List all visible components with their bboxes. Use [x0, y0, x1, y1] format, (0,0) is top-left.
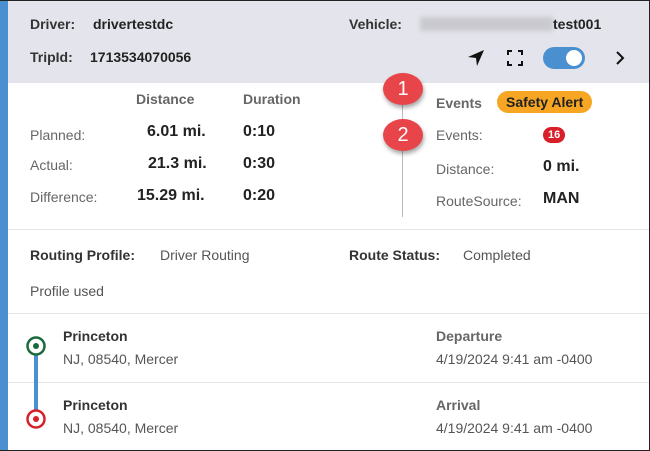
events-count-badge: 16 [543, 127, 566, 143]
origin-marker-icon [26, 336, 46, 356]
profile-used-text: Profile used [30, 283, 104, 299]
driver-label: Driver: [30, 16, 76, 32]
tripid-value: 1713534070056 [90, 49, 192, 65]
navigate-icon[interactable] [466, 48, 486, 68]
divider [8, 313, 649, 314]
route-status-label: Route Status: [349, 247, 440, 263]
planned-duration: 0:10 [243, 123, 276, 140]
callout-2: 2 [383, 119, 423, 151]
distance-header: Distance [136, 91, 195, 107]
chevron-right-icon[interactable] [614, 50, 626, 66]
departure-label: Departure [436, 328, 503, 344]
event-distance-value: 0 mi. [543, 158, 580, 175]
route-status-value: Completed [463, 247, 531, 263]
route-line [34, 352, 38, 414]
origin-address: NJ, 08540, Mercer [63, 351, 179, 367]
divider [8, 229, 649, 230]
event-distance-label: Distance: [436, 161, 495, 177]
destination-city: Princeton [63, 397, 128, 413]
route-source-label: RouteSource: [436, 193, 522, 209]
actual-duration: 0:30 [243, 155, 276, 172]
toggle-switch[interactable] [543, 47, 585, 69]
events-label: Events: [436, 127, 483, 143]
vehicle-label: Vehicle: [349, 16, 402, 32]
routing-profile-label: Routing Profile: [30, 247, 135, 263]
divider [8, 382, 649, 383]
driver-value: drivertestdc [93, 16, 174, 32]
origin-city: Princeton [63, 328, 128, 344]
departure-time: 4/19/2024 9:41 am -0400 [436, 351, 593, 367]
route-source-value: MAN [543, 190, 580, 207]
events-title: Events [436, 95, 482, 111]
tripid-label: TripId: [30, 49, 73, 65]
actual-label: Actual: [30, 157, 73, 173]
left-accent-bar [0, 0, 8, 451]
safety-alert-badge[interactable]: Safety Alert [497, 91, 593, 113]
destination-address: NJ, 08540, Mercer [63, 420, 179, 436]
fullscreen-icon[interactable] [506, 49, 524, 67]
planned-distance: 6.01 mi. [147, 123, 206, 140]
routing-profile-value: Driver Routing [160, 247, 250, 263]
arrival-time: 4/19/2024 9:41 am -0400 [436, 420, 593, 436]
difference-distance: 15.29 mi. [137, 187, 205, 204]
trip-header [8, 1, 649, 83]
difference-duration: 0:20 [243, 187, 276, 204]
actual-distance: 21.3 mi. [148, 155, 207, 172]
arrival-label: Arrival [436, 397, 481, 413]
vehicle-value: test001 [553, 16, 602, 32]
difference-label: Difference: [30, 189, 98, 205]
duration-header: Duration [243, 91, 301, 107]
callout-1: 1 [383, 73, 423, 105]
planned-label: Planned: [30, 127, 86, 143]
destination-marker-icon [26, 409, 46, 429]
vertical-divider [402, 95, 403, 217]
vehicle-redacted [420, 17, 553, 31]
